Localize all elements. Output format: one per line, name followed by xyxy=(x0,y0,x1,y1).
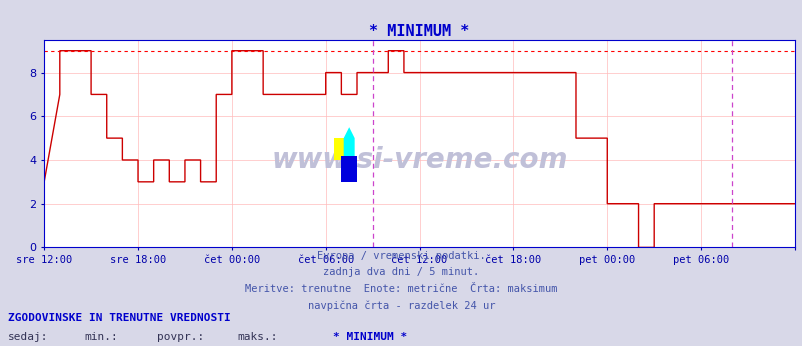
Text: sedaj:: sedaj: xyxy=(8,332,48,342)
Text: navpična črta - razdelek 24 ur: navpična črta - razdelek 24 ur xyxy=(307,301,495,311)
Text: maks.:: maks.: xyxy=(237,332,277,342)
Text: zadnja dva dni / 5 minut.: zadnja dva dni / 5 minut. xyxy=(323,267,479,277)
Text: min.:: min.: xyxy=(84,332,118,342)
Bar xyxy=(341,156,357,182)
Bar xyxy=(333,138,349,160)
Text: www.si-vreme.com: www.si-vreme.com xyxy=(271,146,567,174)
Text: povpr.:: povpr.: xyxy=(156,332,204,342)
Text: Evropa / vremenski podatki.: Evropa / vremenski podatki. xyxy=(317,251,485,261)
Text: * MINIMUM *: * MINIMUM * xyxy=(333,332,407,342)
Text: ZGODOVINSKE IN TRENUTNE VREDNOSTI: ZGODOVINSKE IN TRENUTNE VREDNOSTI xyxy=(8,313,230,323)
FancyArrow shape xyxy=(343,127,354,160)
Title: * MINIMUM *: * MINIMUM * xyxy=(369,24,469,39)
Text: Meritve: trenutne  Enote: metrične  Črta: maksimum: Meritve: trenutne Enote: metrične Črta: … xyxy=(245,284,557,294)
